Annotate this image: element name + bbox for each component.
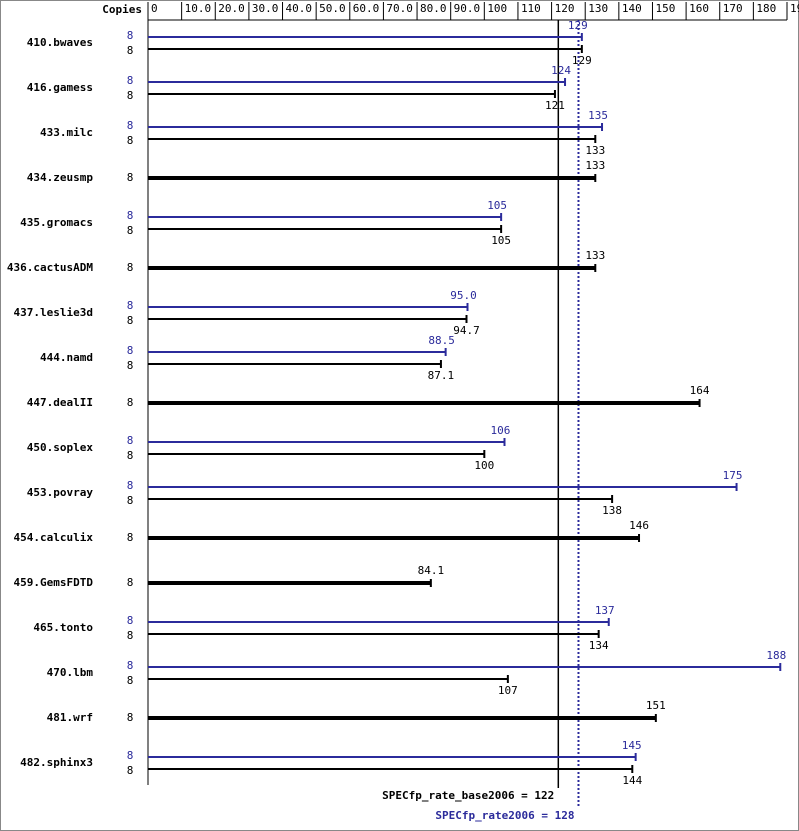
x-tick-label: 180 [756, 2, 776, 15]
x-tick-label: 100 [487, 2, 507, 15]
base-value-label: 133 [585, 144, 605, 157]
x-tick-label: 70.0 [386, 2, 413, 15]
peak-value-label: 95.0 [450, 289, 477, 302]
benchmark-label: 416.gamess [27, 81, 93, 94]
x-tick-label: 140 [622, 2, 642, 15]
benchmark-label: 433.milc [40, 126, 93, 139]
base-copies: 8 [127, 764, 134, 777]
x-tick-label: 80.0 [420, 2, 447, 15]
benchmark-label: 459.GemsFDTD [14, 576, 94, 589]
x-tick-label: 160 [689, 2, 709, 15]
base-value-label: 146 [629, 519, 649, 532]
base-value-label: 94.7 [453, 324, 480, 337]
base-copies: 8 [127, 396, 134, 409]
benchmark-label: 447.dealII [27, 396, 93, 409]
base-copies: 8 [127, 261, 134, 274]
peak-copies: 8 [127, 749, 134, 762]
benchmark-label: 444.namd [40, 351, 93, 364]
x-tick-label: 20.0 [218, 2, 245, 15]
benchmark-label: 465.tonto [33, 621, 93, 634]
peak-value-label: 88.5 [428, 334, 455, 347]
peak-copies: 8 [127, 659, 134, 672]
x-tick-label: 190 [790, 2, 799, 15]
base-value-label: 151 [646, 699, 666, 712]
peak-value-label: 129 [568, 19, 588, 32]
base-value-label: 129 [572, 54, 592, 67]
benchmark-label: 453.povray [27, 486, 94, 499]
x-tick-label: 90.0 [454, 2, 481, 15]
peak-copies: 8 [127, 434, 134, 447]
base-value-label: 87.1 [428, 369, 455, 382]
peak-copies: 8 [127, 479, 134, 492]
benchmark-label: 437.leslie3d [14, 306, 93, 319]
base-copies: 8 [127, 89, 134, 102]
base-value-label: 107 [498, 684, 518, 697]
base-copies: 8 [127, 134, 134, 147]
base-copies: 8 [127, 359, 134, 372]
peak-value-label: 188 [766, 649, 786, 662]
base-value-label: 138 [602, 504, 622, 517]
benchmark-label: 454.calculix [14, 531, 94, 544]
base-value-label: 134 [589, 639, 609, 652]
peak-value-label: 175 [723, 469, 743, 482]
base-value-label: 133 [585, 159, 605, 172]
reference-label: SPECfp_rate_base2006 = 122 [382, 789, 554, 802]
base-copies: 8 [127, 576, 134, 589]
peak-copies: 8 [127, 209, 134, 222]
peak-value-label: 124 [551, 64, 571, 77]
benchmark-label: 482.sphinx3 [20, 756, 93, 769]
x-tick-label: 150 [655, 2, 675, 15]
peak-value-label: 105 [487, 199, 507, 212]
base-value-label: 144 [622, 774, 642, 787]
base-value-label: 164 [690, 384, 710, 397]
peak-copies: 8 [127, 119, 134, 132]
peak-value-label: 145 [622, 739, 642, 752]
base-value-label: 133 [585, 249, 605, 262]
x-tick-label: 60.0 [353, 2, 380, 15]
x-tick-label: 40.0 [286, 2, 313, 15]
peak-value-label: 106 [491, 424, 511, 437]
base-copies: 8 [127, 494, 134, 507]
peak-value-label: 137 [595, 604, 615, 617]
base-copies: 8 [127, 674, 134, 687]
benchmark-label: 436.cactusADM [7, 261, 93, 274]
peak-copies: 8 [127, 74, 134, 87]
base-copies: 8 [127, 711, 134, 724]
x-tick-label: 50.0 [319, 2, 346, 15]
copies-header: Copies [102, 3, 142, 16]
base-value-label: 105 [491, 234, 511, 247]
base-copies: 8 [127, 314, 134, 327]
peak-copies: 8 [127, 29, 134, 42]
peak-value-label: 135 [588, 109, 608, 122]
benchmark-label: 450.soplex [27, 441, 94, 454]
base-copies: 8 [127, 171, 134, 184]
benchmark-label: 434.zeusmp [27, 171, 94, 184]
base-copies: 8 [127, 629, 134, 642]
x-tick-label: 10.0 [185, 2, 212, 15]
peak-copies: 8 [127, 344, 134, 357]
peak-copies: 8 [127, 614, 134, 627]
x-tick-label: 110 [521, 2, 541, 15]
x-tick-label: 0 [151, 2, 158, 15]
peak-copies: 8 [127, 299, 134, 312]
benchmark-label: 435.gromacs [20, 216, 93, 229]
benchmark-label: 410.bwaves [27, 36, 93, 49]
base-copies: 8 [127, 449, 134, 462]
base-copies: 8 [127, 531, 134, 544]
base-value-label: 84.1 [418, 564, 445, 577]
benchmark-label: 470.lbm [47, 666, 94, 679]
base-copies: 8 [127, 224, 134, 237]
base-value-label: 121 [545, 99, 565, 112]
base-copies: 8 [127, 44, 134, 57]
x-tick-label: 120 [555, 2, 575, 15]
base-value-label: 100 [474, 459, 494, 472]
benchmark-label: 481.wrf [47, 711, 93, 724]
x-tick-label: 30.0 [252, 2, 278, 15]
x-tick-label: 130 [588, 2, 608, 15]
x-tick-label: 170 [723, 2, 743, 15]
reference-label: SPECfp_rate2006 = 128 [435, 809, 574, 822]
